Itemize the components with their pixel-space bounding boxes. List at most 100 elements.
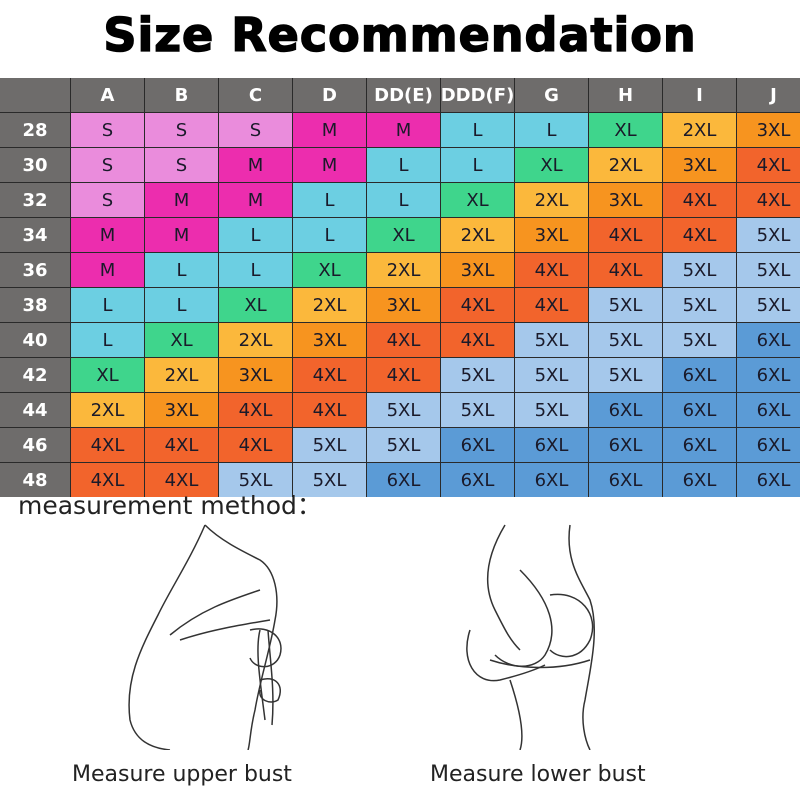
size-cell: 4XL (737, 148, 800, 182)
cup-header: I (663, 78, 736, 112)
size-cell: 2XL (219, 323, 292, 357)
size-cell: 6XL (737, 463, 800, 497)
size-cell: S (71, 183, 144, 217)
size-cell: 4XL (589, 253, 662, 287)
band-header: 46 (0, 428, 70, 462)
size-cell: 4XL (515, 288, 588, 322)
size-cell: M (367, 113, 440, 147)
size-cell: 5XL (293, 428, 366, 462)
size-cell: 2XL (663, 113, 736, 147)
size-cell: 6XL (367, 463, 440, 497)
size-cell: 6XL (589, 393, 662, 427)
size-cell: 3XL (441, 253, 514, 287)
size-cell: L (219, 253, 292, 287)
size-cell: 5XL (441, 358, 514, 392)
size-cell: 4XL (589, 218, 662, 252)
size-cell: 5XL (663, 323, 736, 357)
size-cell: L (293, 218, 366, 252)
size-cell: 4XL (515, 253, 588, 287)
size-cell: XL (367, 218, 440, 252)
size-cell: 5XL (367, 428, 440, 462)
size-cell: L (441, 148, 514, 182)
size-cell: 6XL (441, 463, 514, 497)
size-cell: 3XL (663, 148, 736, 182)
size-cell: S (71, 148, 144, 182)
size-cell: L (219, 218, 292, 252)
size-cell: S (219, 113, 292, 147)
size-cell: XL (441, 183, 514, 217)
size-cell: 5XL (515, 323, 588, 357)
size-cell: 3XL (293, 323, 366, 357)
band-header: 42 (0, 358, 70, 392)
size-cell: 2XL (145, 358, 218, 392)
size-cell: 4XL (219, 393, 292, 427)
cup-header: J (737, 78, 800, 112)
size-cell: M (145, 218, 218, 252)
size-cell: 5XL (589, 323, 662, 357)
size-cell: 6XL (515, 428, 588, 462)
size-cell: 6XL (663, 463, 736, 497)
band-header: 32 (0, 183, 70, 217)
band-header: 34 (0, 218, 70, 252)
page-title: Size Recommendation (103, 7, 697, 63)
size-cell: 4XL (71, 428, 144, 462)
size-cell: M (219, 148, 292, 182)
size-cell: L (145, 288, 218, 322)
size-cell: M (71, 253, 144, 287)
band-header: 44 (0, 393, 70, 427)
size-cell: 4XL (145, 428, 218, 462)
size-table: A B C D DD(E) DDD(F) G H I J 28 S S S M M L L XL 2XL 3XL 30 S S… (0, 78, 800, 497)
size-cell: 6XL (737, 393, 800, 427)
measurement-method-heading: measurement method： (18, 491, 322, 520)
size-cell: 5XL (589, 288, 662, 322)
size-cell: 6XL (663, 428, 736, 462)
band-header: 30 (0, 148, 70, 182)
size-cell: 4XL (367, 358, 440, 392)
cup-header: B (145, 78, 218, 112)
band-header: 48 (0, 463, 70, 497)
size-cell: XL (589, 113, 662, 147)
size-cell: 4XL (293, 393, 366, 427)
lower-bust-illustration (466, 524, 595, 750)
size-cell: 6XL (737, 323, 800, 357)
size-cell: 5XL (663, 288, 736, 322)
size-cell: XL (71, 358, 144, 392)
size-cell: 6XL (737, 358, 800, 392)
size-cell: 4XL (145, 463, 218, 497)
size-cell: 5XL (515, 393, 588, 427)
band-header: 38 (0, 288, 70, 322)
size-cell: 6XL (515, 463, 588, 497)
size-cell: 5XL (367, 393, 440, 427)
size-cell: 3XL (367, 288, 440, 322)
size-cell: M (293, 148, 366, 182)
size-cell: 5XL (219, 463, 292, 497)
upper-bust-illustration (128, 524, 282, 750)
size-cell: 6XL (663, 358, 736, 392)
band-header: 28 (0, 113, 70, 147)
size-cell: 3XL (589, 183, 662, 217)
size-cell: 5XL (441, 393, 514, 427)
size-cell: 6XL (441, 428, 514, 462)
size-cell: 2XL (515, 183, 588, 217)
size-cell: 4XL (663, 218, 736, 252)
size-cell: 5XL (737, 253, 800, 287)
size-cell: L (293, 183, 366, 217)
cup-header: DDD(F) (441, 78, 514, 112)
size-cell: L (367, 183, 440, 217)
size-cell: 3XL (145, 393, 218, 427)
size-cell: L (145, 253, 218, 287)
size-cell: L (441, 113, 514, 147)
size-cell: 6XL (589, 463, 662, 497)
size-cell: XL (515, 148, 588, 182)
size-cell: 3XL (219, 358, 292, 392)
size-cell: 4XL (293, 358, 366, 392)
size-cell: 2XL (293, 288, 366, 322)
band-header: 36 (0, 253, 70, 287)
size-cell: 3XL (737, 113, 800, 147)
size-cell: S (71, 113, 144, 147)
size-cell: 2XL (441, 218, 514, 252)
size-cell: M (219, 183, 292, 217)
cup-header: A (71, 78, 144, 112)
size-cell: 4XL (441, 323, 514, 357)
size-cell: 2XL (71, 393, 144, 427)
